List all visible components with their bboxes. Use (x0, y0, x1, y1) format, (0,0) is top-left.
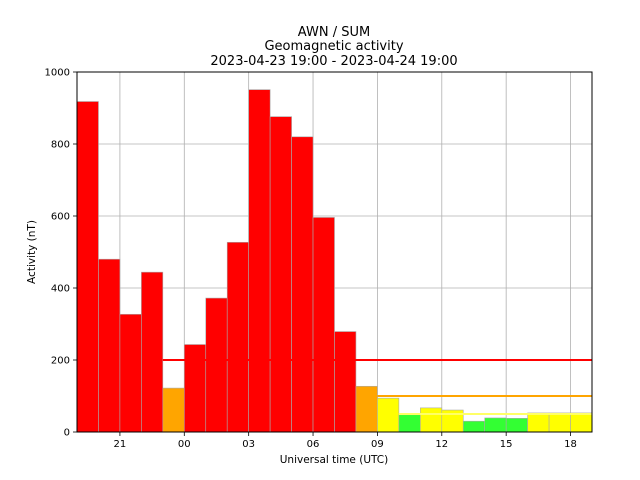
plot-frame (76, 71, 593, 433)
y-tick-label: 400 (51, 284, 70, 295)
y-axis-ticks: 0 200 400 600 800 1000 (45, 68, 77, 439)
y-tick-label: 1000 (45, 68, 70, 79)
x-tick-label: 00 (178, 439, 191, 450)
x-tick-label: 18 (564, 439, 577, 450)
bar (205, 297, 228, 433)
bar (420, 407, 443, 433)
bar (505, 418, 528, 433)
x-tick-label: 03 (242, 439, 255, 450)
bar (334, 331, 357, 433)
x-axis-ticks: 21 00 03 06 09 12 15 18 (114, 432, 577, 450)
bar (462, 420, 486, 433)
x-tick-label: 12 (435, 439, 448, 450)
chart-title-line-2: Geomagnetic activity (264, 39, 403, 54)
bar (291, 136, 314, 433)
bar (98, 258, 121, 433)
bar (119, 313, 142, 433)
bar (355, 385, 378, 433)
y-axis-label: Activity (nT) (26, 220, 38, 284)
bar (398, 414, 421, 433)
y-tick-label: 200 (51, 356, 70, 367)
x-tick-label: 15 (500, 439, 513, 450)
bar (183, 344, 207, 433)
y-tick-label: 0 (64, 428, 70, 439)
threshold-lines (162, 359, 592, 415)
bar (548, 412, 571, 433)
bar (312, 217, 335, 433)
bar (377, 397, 400, 433)
chart-title-line-1: AWN / SUM (298, 25, 370, 40)
bar (162, 387, 185, 433)
bar (226, 241, 249, 433)
bar (527, 412, 550, 433)
y-tick-label: 600 (51, 212, 70, 223)
bar (484, 417, 507, 433)
bar (76, 101, 99, 433)
x-axis-label: Universal time (UTC) (280, 454, 388, 466)
chart-title-line-3: 2023-04-23 19:00 - 2023-04-24 19:00 (210, 54, 457, 69)
bar (570, 412, 593, 433)
x-tick-label: 09 (371, 439, 384, 450)
y-tick-label: 800 (51, 140, 70, 151)
x-tick-label: 06 (307, 439, 320, 450)
x-tick-label: 21 (114, 439, 127, 450)
bar (248, 89, 271, 433)
bar (141, 271, 164, 433)
bar (269, 116, 292, 433)
